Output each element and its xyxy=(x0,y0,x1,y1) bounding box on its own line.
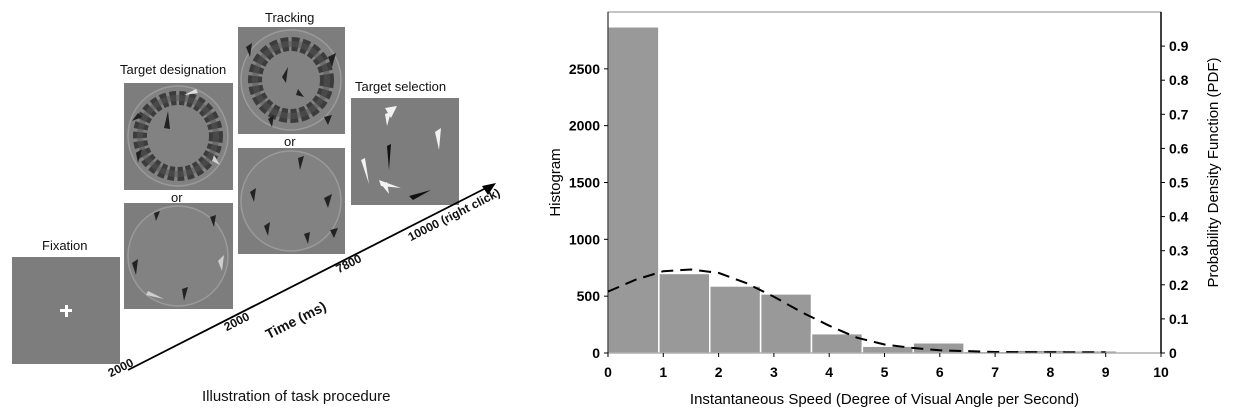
histogram-bar xyxy=(658,272,711,354)
x-tick-label: 5 xyxy=(881,364,889,380)
y2-tick-label: 0.4 xyxy=(1169,209,1189,225)
fixation-cross-vertical xyxy=(64,304,68,317)
left-caption: Illustration of task procedure xyxy=(202,388,391,405)
x-tick-label: 2 xyxy=(715,364,723,380)
y-tick-label: 500 xyxy=(577,288,601,304)
alternative-designation-arena xyxy=(127,205,229,307)
x-tick-label: 0 xyxy=(604,364,612,380)
y2-tick-label: 0 xyxy=(1169,345,1177,361)
y2-tick-label: 0.5 xyxy=(1169,175,1189,191)
y2-axis-ticks: 0 0.1 0.2 0.3 0.4 0.5 0.6 0.7 0.8 0.9 xyxy=(1160,12,1189,361)
x-tick-label: 1 xyxy=(659,364,667,380)
tracking-arena xyxy=(240,29,342,131)
x-tick-label: 3 xyxy=(770,364,778,380)
alternative-tracking-arena xyxy=(240,150,342,252)
y-tick-label: 0 xyxy=(592,345,600,361)
x-tick-label: 7 xyxy=(991,364,999,380)
x-tick-label: 9 xyxy=(1102,364,1110,380)
histogram-bar xyxy=(759,293,813,354)
y-tick-label: 2500 xyxy=(569,61,600,77)
x-tick-label: 4 xyxy=(825,364,833,380)
fixation-panel xyxy=(12,257,120,364)
target-selection-arena xyxy=(361,106,441,200)
target-designation-panel xyxy=(124,83,233,190)
y2-tick-label: 0.2 xyxy=(1169,277,1189,293)
or-label-1: or xyxy=(171,190,183,205)
target-designation-arena xyxy=(127,85,229,187)
x-tick-label: 8 xyxy=(1047,364,1055,380)
tracking-panel xyxy=(238,27,345,134)
x-axis-ticks: 0 1 2 3 4 5 6 7 8 9 10 xyxy=(604,353,1169,380)
histogram-bar xyxy=(709,285,762,354)
timeline-arrow xyxy=(127,183,496,371)
y2-tick-label: 0.9 xyxy=(1169,38,1189,54)
x-axis-label: Instantaneous Speed (Degree of Visual An… xyxy=(690,391,1079,408)
x-tick-label: 6 xyxy=(936,364,944,380)
y2-tick-label: 0.7 xyxy=(1169,106,1189,122)
y2-tick-label: 0.8 xyxy=(1169,72,1189,88)
y2-tick-label: 0.3 xyxy=(1169,243,1189,259)
y-axis-ticks: 0 500 1000 1500 2000 2500 xyxy=(569,12,609,361)
y2-axis-label: Probability Density Function (PDF) xyxy=(1205,57,1222,287)
speed-histogram-chart: 0 1 2 3 4 5 6 7 8 9 10 0 500 1000 1500 2000 2500 0 0.1 0.… xyxy=(547,11,1222,408)
x-tick-label: 10 xyxy=(1153,364,1169,380)
y-tick-label: 1500 xyxy=(569,175,600,191)
histogram-bar xyxy=(607,26,660,354)
alternative-designation-panel xyxy=(124,203,233,309)
y-axis-label: Histogram xyxy=(547,148,564,216)
y-tick-label: 1000 xyxy=(569,231,600,247)
histogram-bar xyxy=(861,345,915,354)
target-selection-panel xyxy=(351,98,459,205)
or-label-2: or xyxy=(284,134,296,149)
y-tick-label: 2000 xyxy=(569,118,600,134)
fixation-label: Fixation xyxy=(42,238,88,253)
target-selection-label: Target selection xyxy=(355,79,447,94)
histogram-bars xyxy=(607,26,1118,354)
y2-tick-label: 0.6 xyxy=(1169,140,1189,156)
target-designation-label: Target designation xyxy=(120,62,227,77)
y2-tick-label: 0.1 xyxy=(1169,311,1189,327)
tracking-label: Tracking xyxy=(265,10,315,25)
alternative-tracking-panel xyxy=(238,148,345,254)
histogram-bar xyxy=(810,332,864,354)
